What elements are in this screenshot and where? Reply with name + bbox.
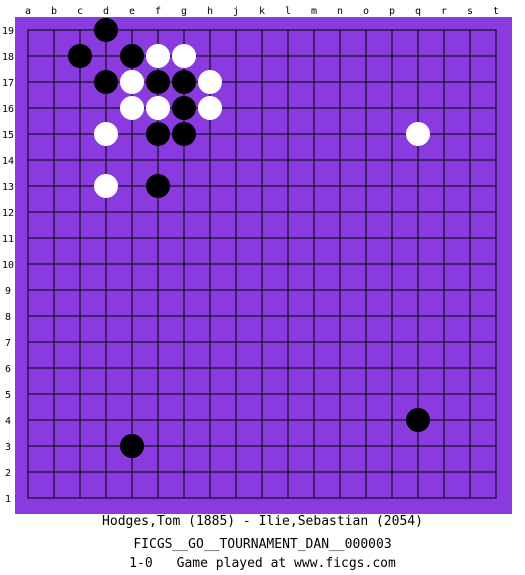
column-label-l: l	[285, 6, 291, 17]
column-label-a: a	[25, 6, 31, 17]
black-stone-f15	[146, 122, 170, 146]
row-label-17: 17	[2, 78, 14, 89]
white-stone-f16	[146, 96, 170, 120]
black-stone-c18	[68, 44, 92, 68]
row-label-19: 19	[2, 26, 14, 37]
row-label-11: 11	[2, 234, 14, 245]
column-label-n: n	[337, 6, 343, 17]
black-stone-e3	[120, 434, 144, 458]
row-label-2: 2	[5, 468, 11, 479]
row-label-12: 12	[2, 208, 14, 219]
row-label-9: 9	[5, 286, 11, 297]
white-stone-e17	[120, 70, 144, 94]
row-label-18: 18	[2, 52, 14, 63]
row-label-16: 16	[2, 104, 14, 115]
column-label-j: j	[233, 6, 239, 17]
board-background	[15, 17, 512, 514]
white-stone-q15	[406, 122, 430, 146]
row-label-13: 13	[2, 182, 14, 193]
row-label-1: 1	[5, 494, 11, 505]
result: 1-0	[129, 556, 153, 571]
column-label-t: t	[493, 6, 499, 17]
column-label-r: r	[441, 6, 447, 17]
column-label-s: s	[467, 6, 473, 17]
players-line: Hodges,Tom (1885) - Ilie,Sebastian (2054…	[102, 514, 423, 529]
row-label-4: 4	[5, 416, 11, 427]
column-label-m: m	[311, 6, 317, 17]
white-stone-d15	[94, 122, 118, 146]
row-label-7: 7	[5, 338, 11, 349]
column-label-b: b	[51, 6, 57, 17]
column-label-h: h	[207, 6, 213, 17]
column-label-d: d	[103, 6, 109, 17]
row-label-5: 5	[5, 390, 11, 401]
column-label-k: k	[259, 6, 265, 17]
column-label-p: p	[389, 6, 395, 17]
white-stone-e16	[120, 96, 144, 120]
column-label-c: c	[77, 6, 83, 17]
black-stone-d19	[94, 18, 118, 42]
black-stone-q4	[406, 408, 430, 432]
white-stone-g18	[172, 44, 196, 68]
white-stone-h16	[198, 96, 222, 120]
white-stone-f18	[146, 44, 170, 68]
column-label-g: g	[181, 6, 187, 17]
tournament-line: FICGS__GO__TOURNAMENT_DAN__000003	[133, 537, 392, 552]
black-stone-f13	[146, 174, 170, 198]
black-stone-g16	[172, 96, 196, 120]
black-stone-e18	[120, 44, 144, 68]
row-label-15: 15	[2, 130, 14, 141]
column-label-o: o	[363, 6, 369, 17]
stones-layer	[68, 18, 430, 458]
row-label-8: 8	[5, 312, 11, 323]
row-labels: 19 18 17 16 15 14 13 12 11 10 9 8 7 6 5 4 3 2 1	[2, 26, 14, 505]
row-label-14: 14	[2, 156, 14, 167]
white-stone-h17	[198, 70, 222, 94]
black-stone-d17	[94, 70, 118, 94]
row-label-6: 6	[5, 364, 11, 375]
row-label-10: 10	[2, 260, 14, 271]
column-label-f: f	[155, 6, 161, 17]
black-stone-g17	[172, 70, 196, 94]
black-stone-g15	[172, 122, 196, 146]
row-label-3: 3	[5, 442, 11, 453]
column-label-e: e	[129, 6, 135, 17]
black-stone-f17	[146, 70, 170, 94]
site-note: Game played at www.ficgs.com	[176, 556, 396, 571]
column-label-q: q	[415, 6, 421, 17]
white-stone-d13	[94, 174, 118, 198]
result-line: 1-0 Game played at www.ficgs.com	[0, 556, 525, 571]
